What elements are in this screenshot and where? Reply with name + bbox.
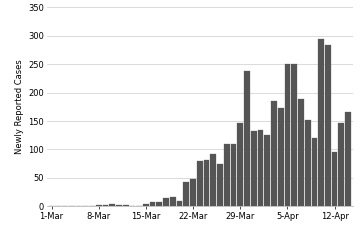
Bar	[217, 164, 223, 206]
Bar	[143, 204, 149, 206]
Bar	[109, 204, 115, 206]
Bar	[231, 144, 237, 206]
Bar	[332, 152, 337, 206]
Bar	[278, 108, 284, 206]
Bar	[150, 202, 156, 206]
Bar	[284, 64, 290, 206]
Bar	[325, 45, 331, 206]
Bar	[163, 198, 169, 206]
Bar	[170, 197, 176, 206]
Bar	[210, 154, 216, 206]
Bar	[345, 113, 351, 206]
Bar	[237, 123, 243, 206]
Bar	[251, 131, 257, 206]
Bar	[264, 135, 270, 206]
Bar	[305, 120, 311, 206]
Bar	[311, 138, 317, 206]
Y-axis label: Newly Reported Cases: Newly Reported Cases	[15, 60, 24, 154]
Bar	[291, 64, 297, 206]
Bar	[197, 161, 203, 206]
Bar	[298, 99, 304, 206]
Bar	[338, 123, 344, 206]
Bar	[318, 39, 324, 206]
Bar	[116, 205, 122, 206]
Bar	[271, 101, 277, 206]
Bar	[123, 205, 129, 206]
Bar	[184, 182, 189, 206]
Bar	[96, 205, 102, 206]
Bar	[224, 144, 230, 206]
Bar	[157, 202, 162, 206]
Bar	[258, 130, 263, 206]
Bar	[177, 201, 183, 206]
Bar	[204, 160, 210, 206]
Bar	[103, 205, 108, 206]
Bar	[190, 179, 196, 206]
Bar	[244, 71, 250, 206]
